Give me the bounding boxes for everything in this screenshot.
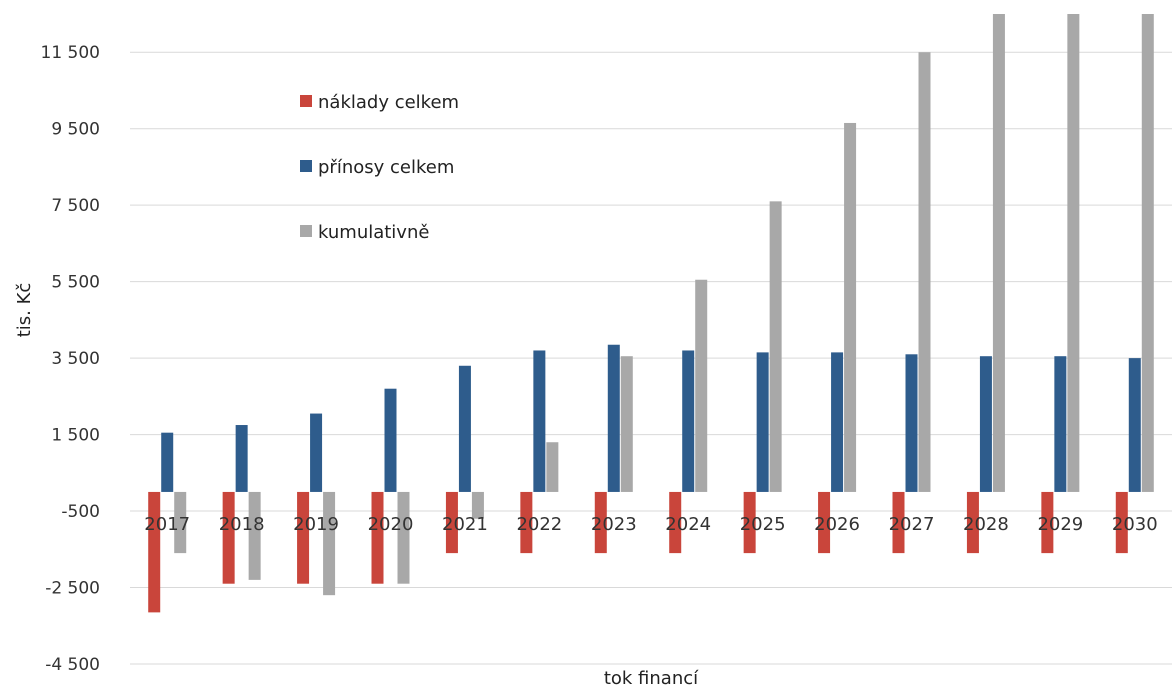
- x-category-label: 2018: [219, 514, 265, 535]
- y-axis-ticks: -4 500 -2 500 -500 1 500 3 500 5 500 7 500 9 50…: [41, 43, 100, 675]
- bar-naklady-2021: [445, 491, 458, 554]
- x-category-label: 2019: [293, 514, 339, 535]
- bar-prinosy-2022: [533, 350, 546, 492]
- legend-swatch-naklady: [300, 95, 312, 107]
- bar-naklady-2029: [1041, 491, 1054, 554]
- bar-prinosy-2017: [161, 432, 174, 492]
- bars: [148, 14, 1154, 613]
- bar-prinosy-2029: [1054, 356, 1067, 492]
- y-tick-label: 1 500: [51, 426, 100, 446]
- y-tick-label: 3 500: [51, 349, 100, 369]
- x-category-label: 2022: [516, 514, 562, 535]
- bar-naklady-2030: [1115, 491, 1128, 554]
- bar-prinosy-2023: [607, 344, 620, 492]
- legend: náklady celkem přínosy celkem kumulativn…: [300, 92, 459, 243]
- bar-prinosy-2024: [682, 350, 695, 492]
- bar-naklady-2026: [818, 491, 831, 554]
- y-tick-label: -2 500: [45, 579, 100, 599]
- x-category-label: 2028: [963, 514, 1009, 535]
- bar-prinosy-2021: [458, 365, 471, 492]
- bar-prinosy-2018: [235, 425, 248, 492]
- bar-kumulativne-2018: [248, 491, 261, 580]
- legend-label-naklady: náklady celkem: [318, 92, 459, 113]
- bar-kumulativne-2028: [992, 14, 1005, 492]
- x-category-label: 2029: [1037, 514, 1083, 535]
- bar-prinosy-2026: [831, 352, 844, 492]
- legend-label-prinosy: přínosy celkem: [318, 157, 454, 178]
- bar-prinosy-2027: [905, 354, 918, 492]
- bar-naklady-2025: [743, 491, 756, 554]
- bar-prinosy-2030: [1128, 358, 1141, 492]
- bar-kumulativne-2017: [174, 491, 187, 554]
- x-category-label: 2017: [144, 514, 190, 535]
- bar-naklady-2027: [892, 491, 905, 554]
- bar-kumulativne-2029: [1067, 14, 1080, 492]
- bar-kumulativne-2025: [769, 201, 782, 492]
- gridlines: [130, 51, 1172, 665]
- x-category-label: 2020: [368, 514, 414, 535]
- bar-naklady-2018: [222, 491, 235, 584]
- x-axis-categories: 2017 2018 2019 2020 2021 2022 2023 2024 2025 2026…: [144, 514, 1157, 535]
- legend-swatch-prinosy: [300, 160, 312, 172]
- bar-kumulativne-2019: [323, 491, 336, 596]
- legend-label-kumulativne: kumulativně: [318, 222, 429, 243]
- bar-kumulativne-2026: [844, 122, 857, 492]
- bar-naklady-2019: [297, 491, 310, 584]
- x-category-label: 2025: [740, 514, 786, 535]
- bar-kumulativne-2027: [918, 52, 931, 492]
- y-axis-title: tis. Kč: [14, 283, 35, 338]
- bar-kumulativne-2020: [397, 491, 410, 584]
- x-category-label: 2023: [591, 514, 637, 535]
- bar-naklady-2028: [966, 491, 979, 554]
- bar-kumulativne-2022: [546, 442, 559, 492]
- bar-naklady-2020: [371, 491, 384, 584]
- bar-prinosy-2020: [384, 388, 397, 492]
- x-axis-title: tok financí: [604, 668, 699, 689]
- y-tick-label: 7 500: [51, 196, 100, 216]
- bar-naklady-2022: [520, 491, 533, 554]
- y-tick-label: 5 500: [51, 273, 100, 293]
- legend-swatch-kumulativne: [300, 225, 312, 237]
- y-tick-label: 11 500: [41, 43, 100, 63]
- bar-prinosy-2028: [979, 356, 992, 492]
- bar-kumulativne-2030: [1141, 14, 1154, 492]
- x-category-label: 2027: [889, 514, 935, 535]
- bar-naklady-2023: [594, 491, 607, 554]
- bar-kumulativne-2021: [471, 491, 484, 519]
- x-category-label: 2026: [814, 514, 860, 535]
- bar-kumulativne-2023: [620, 356, 633, 492]
- bar-prinosy-2025: [756, 352, 769, 492]
- y-tick-label: 9 500: [51, 120, 100, 140]
- x-category-label: 2030: [1112, 514, 1158, 535]
- x-category-label: 2024: [665, 514, 711, 535]
- y-tick-label: -4 500: [45, 655, 100, 675]
- bar-naklady-2017: [148, 491, 161, 613]
- bar-kumulativne-2024: [695, 279, 708, 492]
- bar-naklady-2024: [669, 491, 682, 554]
- y-tick-label: -500: [61, 502, 100, 522]
- bar-prinosy-2019: [310, 413, 323, 492]
- x-category-label: 2021: [442, 514, 488, 535]
